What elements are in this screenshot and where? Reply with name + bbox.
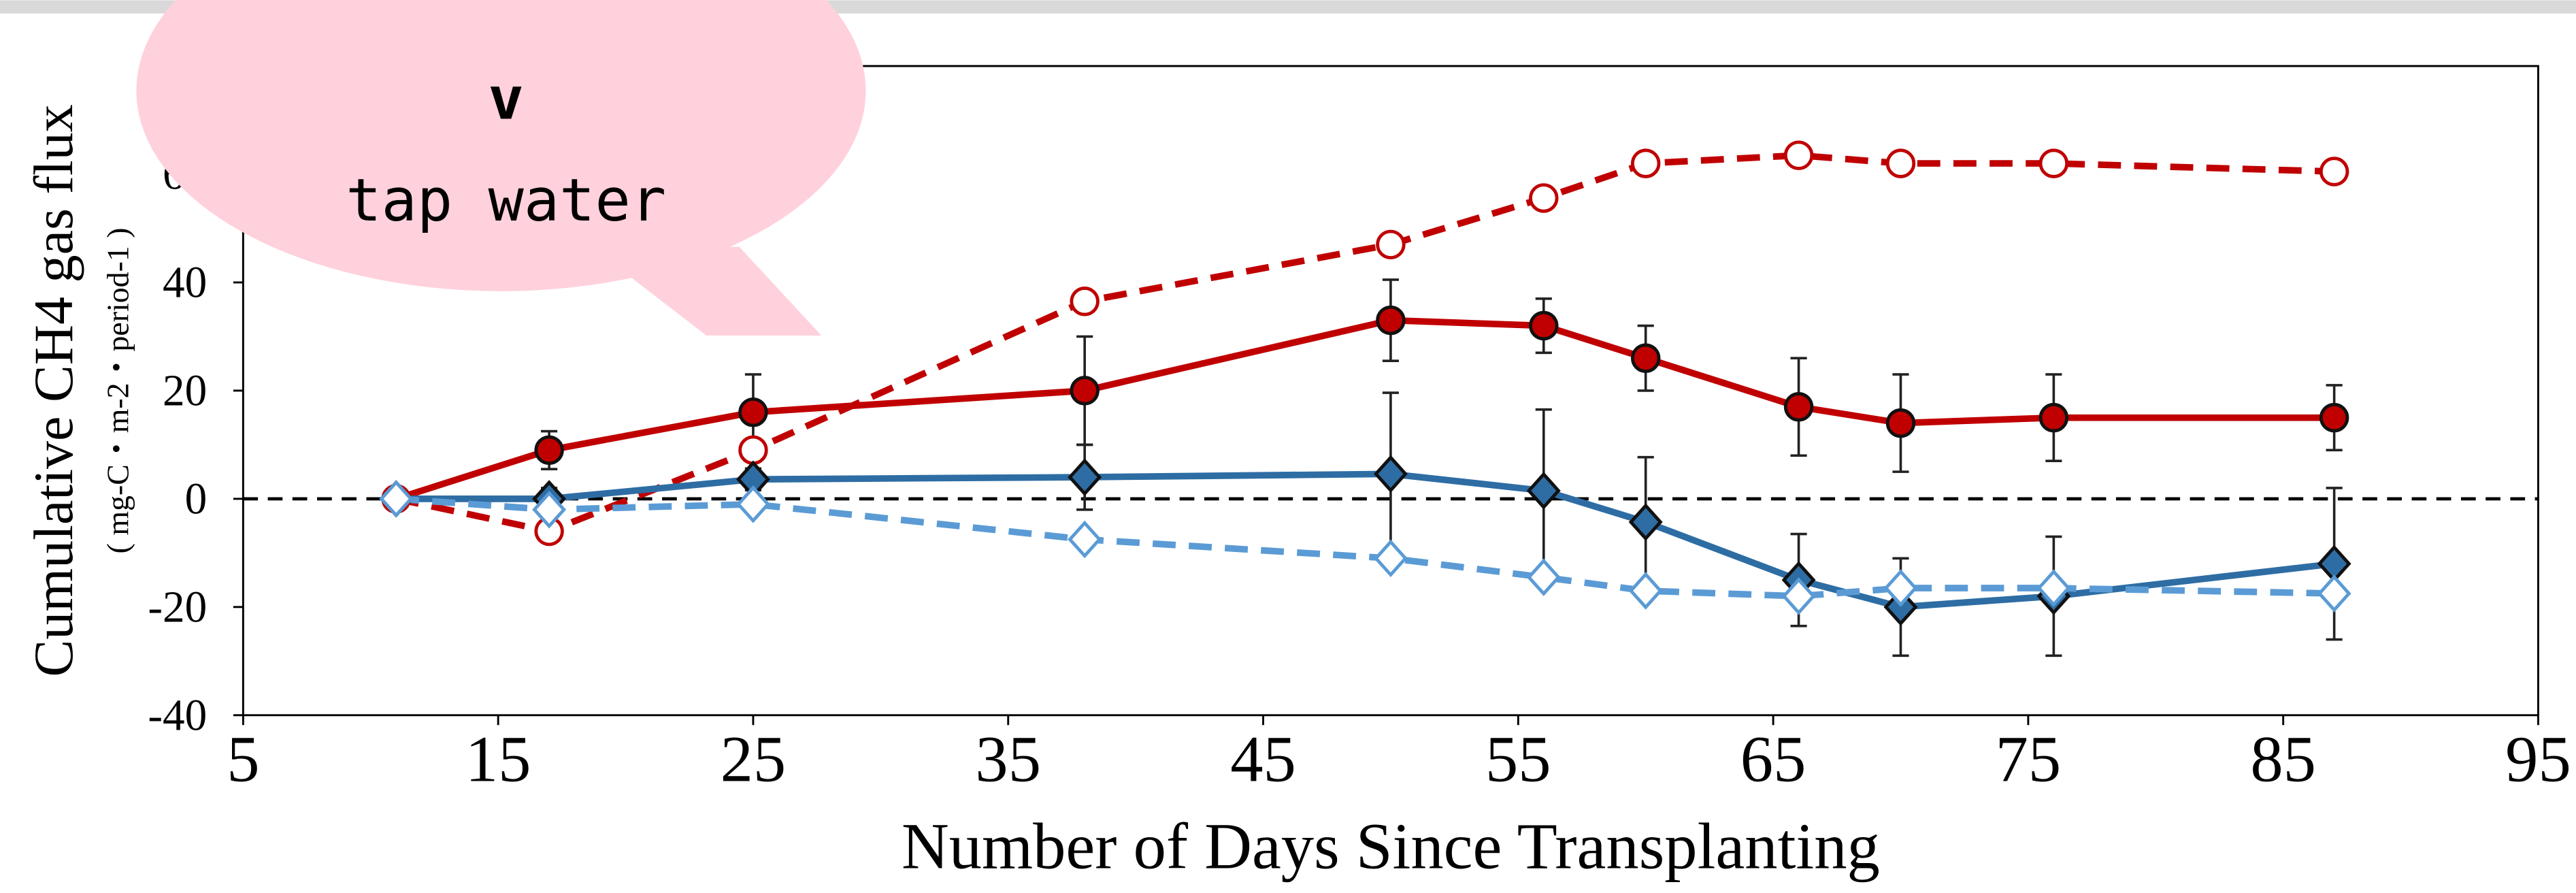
y-tick-label: 40: [163, 259, 207, 308]
x-tick-label: 35: [975, 722, 1041, 795]
x-tick-label: 75: [1996, 722, 2062, 795]
marker: [1785, 393, 1812, 420]
chart: -40-200204060805152535455565758595Number…: [0, 0, 2576, 893]
marker: [1072, 378, 1098, 404]
annotation: water: [417, 0, 585, 11]
marker: [1887, 410, 1914, 436]
y-axis-sublabel: ( mg-C・m-2・period-1 ): [100, 227, 135, 553]
marker: [740, 437, 767, 464]
x-tick-label: 65: [1740, 722, 1806, 795]
marker: [2041, 150, 2067, 177]
marker: [1378, 307, 1404, 334]
marker: [1632, 345, 1659, 372]
marker: [1378, 231, 1404, 258]
marker: [1530, 312, 1557, 339]
x-tick-label: 15: [465, 722, 531, 795]
marker: [1530, 185, 1557, 212]
marker: [536, 437, 563, 464]
marker: [1072, 288, 1098, 314]
x-tick-label: 85: [2250, 722, 2316, 795]
marker: [1887, 150, 1914, 177]
y-axis-label: Cumulative CH4 gas flux: [22, 104, 84, 677]
x-tick-label: 5: [227, 722, 259, 795]
y-tick-label: 20: [163, 367, 207, 416]
y-tick-label: 0: [185, 475, 208, 524]
x-axis-label: Number of Days Since Transplanting: [902, 809, 1880, 882]
x-tick-label: 45: [1230, 722, 1296, 795]
y-tick-label: -20: [148, 583, 207, 632]
y-tick-label: -40: [148, 692, 207, 741]
marker: [2321, 404, 2347, 431]
marker: [1785, 142, 1812, 169]
marker: [2041, 404, 2067, 431]
x-tick-label: 55: [1485, 722, 1551, 795]
annotation: tap water: [346, 166, 666, 235]
marker: [1632, 150, 1659, 177]
x-tick-label: 95: [2505, 722, 2571, 795]
annotation: v: [489, 64, 524, 133]
marker: [740, 399, 767, 425]
marker: [2321, 159, 2347, 185]
x-tick-label: 25: [721, 722, 787, 795]
